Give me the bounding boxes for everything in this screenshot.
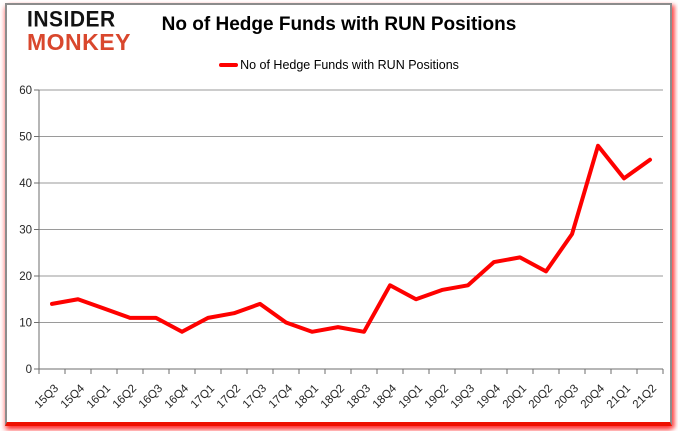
x-tick-label: 15Q3 bbox=[33, 383, 61, 411]
x-tick-label: 21Q2 bbox=[631, 383, 659, 411]
legend-line-marker bbox=[219, 63, 239, 67]
x-tick-label: 19Q4 bbox=[475, 382, 504, 411]
y-tick-label: 30 bbox=[19, 225, 32, 237]
logo-text-monkey: MONKEY bbox=[27, 29, 131, 55]
y-tick-label: 20 bbox=[19, 271, 32, 283]
x-tick-label: 17Q2 bbox=[215, 383, 243, 411]
y-tick-label: 60 bbox=[19, 85, 32, 97]
y-tick-label: 50 bbox=[19, 132, 32, 144]
x-tick-label: 20Q3 bbox=[553, 383, 581, 411]
y-tick-label: 40 bbox=[19, 178, 32, 190]
x-tick-label: 16Q2 bbox=[111, 383, 139, 411]
x-tick-label: 17Q4 bbox=[267, 382, 296, 411]
x-tick-label: 18Q2 bbox=[319, 383, 347, 411]
x-tick-label: 19Q3 bbox=[449, 383, 477, 411]
legend: No of Hedge Funds with RUN Positions bbox=[0, 58, 678, 72]
x-tick-label: 15Q4 bbox=[59, 382, 88, 411]
y-tick-label: 10 bbox=[19, 318, 32, 330]
x-tick-label: 16Q3 bbox=[137, 383, 165, 411]
y-tick-label: 0 bbox=[26, 364, 32, 376]
x-tick-label: 19Q1 bbox=[397, 383, 425, 411]
insider-monkey-logo[interactable]: INSIDER MONKEY bbox=[27, 7, 131, 55]
series-line bbox=[50, 143, 652, 334]
legend-label: No of Hedge Funds with RUN Positions bbox=[240, 58, 459, 72]
x-tick-label: 20Q1 bbox=[501, 383, 529, 411]
x-tick-label: 19Q2 bbox=[423, 383, 451, 411]
x-tick-label: 17Q1 bbox=[189, 383, 217, 411]
chart-title: No of Hedge Funds with RUN Positions bbox=[161, 14, 517, 35]
x-tick-label: 20Q4 bbox=[579, 382, 608, 411]
x-tick-label: 17Q3 bbox=[241, 383, 269, 411]
x-tick-label: 20Q2 bbox=[527, 383, 555, 411]
x-tick-label: 18Q3 bbox=[345, 383, 373, 411]
x-tick-label: 16Q4 bbox=[163, 382, 192, 411]
x-tick-label: 18Q1 bbox=[293, 383, 321, 411]
x-tick-label: 18Q4 bbox=[371, 382, 400, 411]
x-tick-label: 16Q1 bbox=[85, 383, 113, 411]
x-tick-label: 21Q1 bbox=[605, 383, 633, 411]
logo-text-insider: INSIDER bbox=[27, 7, 116, 32]
